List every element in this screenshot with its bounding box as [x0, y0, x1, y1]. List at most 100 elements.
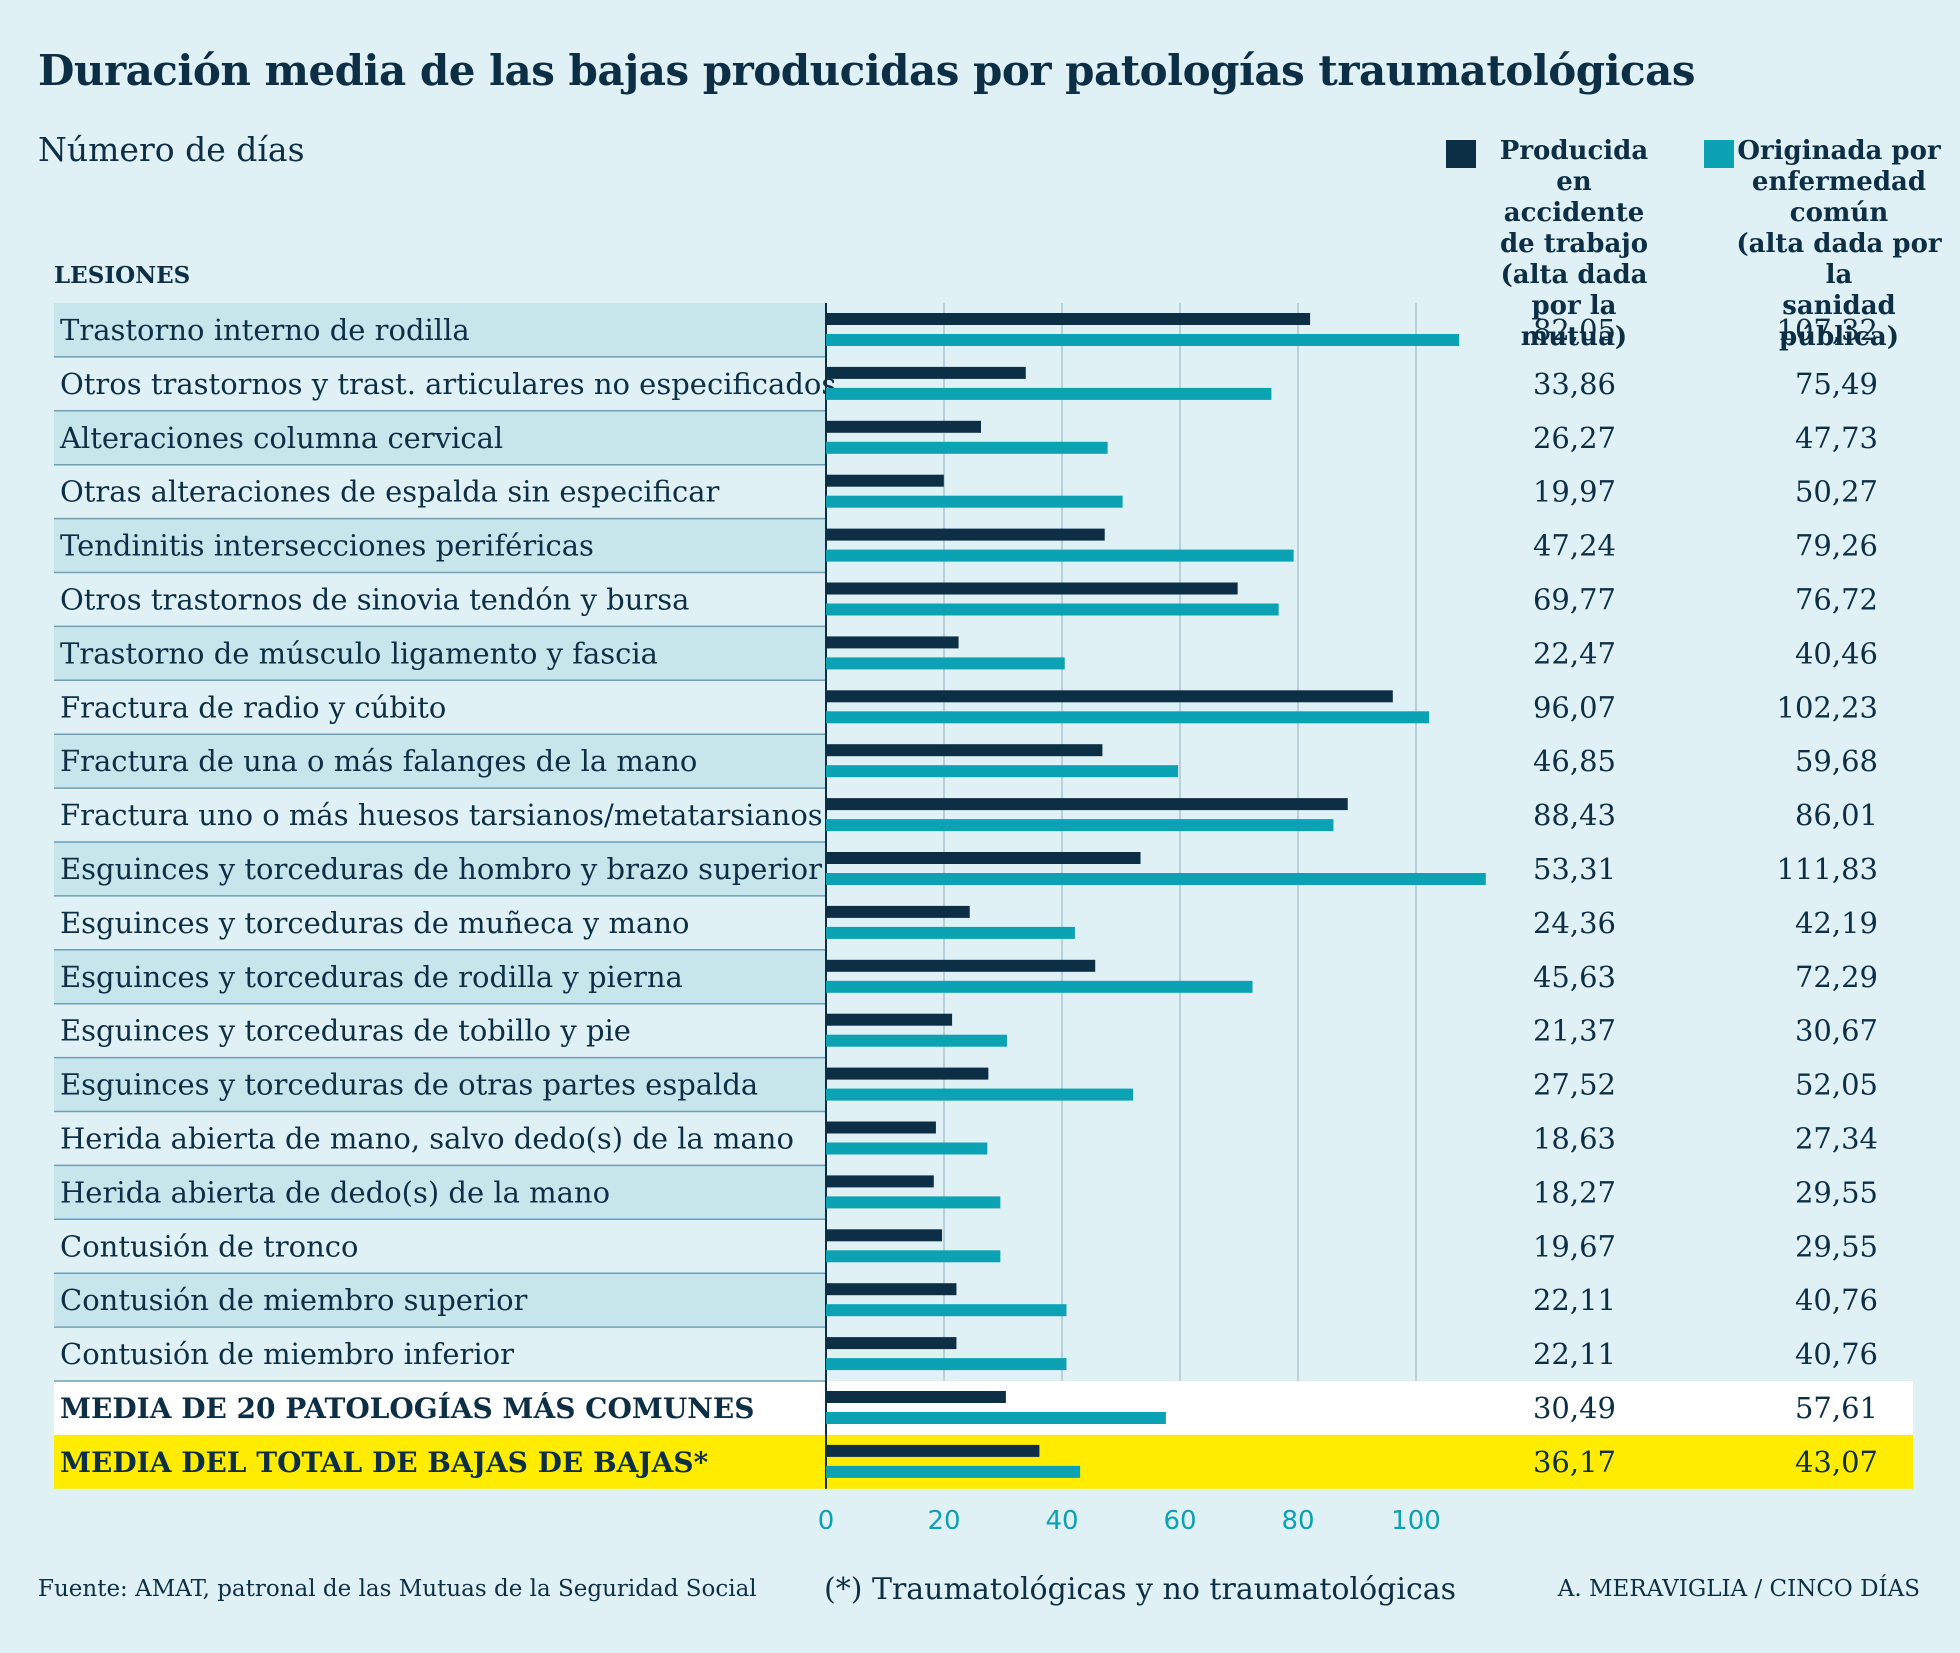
value-label-work: 88,43 — [1533, 798, 1616, 832]
bar-common — [826, 1358, 1067, 1371]
row-label: Trastorno interno de rodilla — [60, 313, 470, 347]
row-label: Fractura uno o más huesos tarsianos/meta… — [60, 798, 823, 832]
bar-common — [826, 873, 1486, 885]
value-label-common: 111,83 — [1777, 852, 1878, 886]
legend-common-line: enfermedad — [1751, 167, 1927, 197]
value-label-common: 86,01 — [1795, 798, 1878, 832]
legend-swatch-work — [1446, 140, 1476, 168]
row-label: Esguinces y torceduras de tobillo y pie — [60, 1014, 631, 1048]
value-label-common: 59,68 — [1795, 744, 1878, 778]
value-label-common: 29,55 — [1795, 1175, 1878, 1209]
row-band — [54, 410, 826, 465]
bar-work — [826, 636, 959, 649]
bar-work — [826, 1175, 934, 1188]
row-band — [54, 464, 826, 519]
legend-work-line: Producida en — [1499, 136, 1649, 197]
bar-work — [826, 1067, 989, 1080]
row-band — [54, 1111, 826, 1166]
credit: A. MERAVIGLIA / CINCO DÍAS — [1557, 1576, 1920, 1602]
row-label: Esguinces y torceduras de otras partes e… — [60, 1068, 758, 1102]
row-label: MEDIA DE 20 PATOLOGÍAS MÁS COMUNES — [60, 1392, 754, 1425]
column-heading-lesiones: LESIONES — [54, 262, 191, 289]
bar-common — [826, 1250, 1001, 1263]
row-band — [54, 1057, 826, 1112]
value-label-common: 50,27 — [1795, 475, 1878, 509]
bar-common — [826, 334, 1460, 346]
bar-work — [826, 474, 944, 487]
legend-common-line: (alta dada por la — [1736, 229, 1942, 290]
legend-common-line: Originada por — [1737, 136, 1941, 166]
value-label-work: 22,47 — [1533, 636, 1616, 670]
row-band — [54, 303, 826, 357]
value-label-work: 27,52 — [1533, 1068, 1616, 1102]
value-label-work: 24,36 — [1533, 906, 1616, 940]
row-label: Contusión de miembro superior — [60, 1283, 528, 1317]
row-band — [54, 1273, 826, 1328]
row-band — [54, 1381, 1913, 1435]
value-label-common: 47,73 — [1795, 421, 1878, 455]
value-label-common: 42,19 — [1795, 906, 1878, 940]
value-label-work: 36,17 — [1533, 1445, 1616, 1479]
value-label-work: 82,05 — [1533, 313, 1616, 347]
bar-work — [826, 905, 970, 918]
value-label-work: 30,49 — [1533, 1391, 1616, 1425]
row-label: Trastorno de músculo ligamento y fascia — [60, 636, 658, 670]
bar-common — [826, 549, 1294, 562]
bar-work — [826, 798, 1348, 811]
x-tick-label: 20 — [927, 1506, 960, 1536]
value-label-work: 19,67 — [1533, 1229, 1616, 1263]
value-label-common: 79,26 — [1795, 529, 1878, 563]
bar-work — [826, 690, 1393, 703]
source-note: Fuente: AMAT, patronal de las Mutuas de … — [38, 1576, 757, 1602]
row-label: Otros trastornos y trast. articulares no… — [60, 367, 836, 401]
bar-common — [826, 765, 1179, 778]
legend-swatch-common — [1704, 140, 1734, 168]
legend-work-accident: Producida en accidente de trabajo (alta … — [1446, 136, 1668, 353]
value-label-work: 53,31 — [1533, 852, 1616, 886]
bar-common — [826, 1034, 1007, 1047]
row-band — [54, 1003, 826, 1058]
row-band — [54, 356, 826, 411]
value-label-common: 52,05 — [1795, 1068, 1878, 1102]
value-label-common: 107,32 — [1777, 313, 1878, 347]
value-label-common: 57,61 — [1795, 1391, 1878, 1425]
row-band — [54, 1219, 826, 1274]
value-label-work: 26,27 — [1533, 421, 1616, 455]
value-label-common: 40,76 — [1795, 1283, 1878, 1317]
value-label-work: 69,77 — [1533, 582, 1616, 616]
value-label-common: 76,72 — [1795, 582, 1878, 616]
bar-work — [826, 1121, 936, 1134]
value-label-common: 72,29 — [1795, 960, 1878, 994]
row-label: Contusión de tronco — [60, 1229, 358, 1263]
row-label: Contusión de miembro inferior — [60, 1337, 514, 1371]
row-label: Tendinitis intersecciones periféricas — [60, 529, 594, 563]
value-label-common: 102,23 — [1777, 690, 1878, 724]
value-label-work: 47,24 — [1533, 529, 1616, 563]
value-label-common: 40,46 — [1795, 636, 1878, 670]
bar-work — [826, 528, 1105, 541]
row-band — [54, 734, 826, 789]
bar-common — [826, 819, 1334, 832]
legend-work-line: (alta dada — [1500, 260, 1648, 290]
row-label: Herida abierta de dedo(s) de la mano — [60, 1175, 610, 1209]
bar-common — [826, 1412, 1166, 1424]
value-label-work: 21,37 — [1533, 1014, 1616, 1048]
value-label-work: 19,97 — [1533, 475, 1616, 509]
legend-work-line: por la mutua) — [1520, 291, 1628, 352]
value-label-common: 43,07 — [1795, 1445, 1878, 1479]
legend-work-line: accidente — [1503, 198, 1645, 228]
row-label: Alteraciones columna cervical — [59, 421, 503, 455]
bar-work — [826, 1444, 1040, 1457]
value-label-work: 22,11 — [1533, 1283, 1616, 1317]
row-label: MEDIA DEL TOTAL DE BAJAS DE BAJAS* — [60, 1446, 709, 1479]
footnote: (*) Traumatológicas y no traumatológicas — [824, 1572, 1457, 1607]
bar-common — [826, 1465, 1081, 1478]
row-band — [54, 626, 826, 681]
legend-common-illness: Originada por enfermedad común (alta dad… — [1704, 136, 1944, 353]
bar-common — [826, 1304, 1067, 1317]
bar-common — [826, 657, 1065, 670]
x-tick-label: 60 — [1163, 1506, 1196, 1536]
bar-common — [826, 603, 1279, 616]
bar-common — [826, 441, 1108, 454]
chart-subtitle: Número de días — [38, 130, 305, 169]
